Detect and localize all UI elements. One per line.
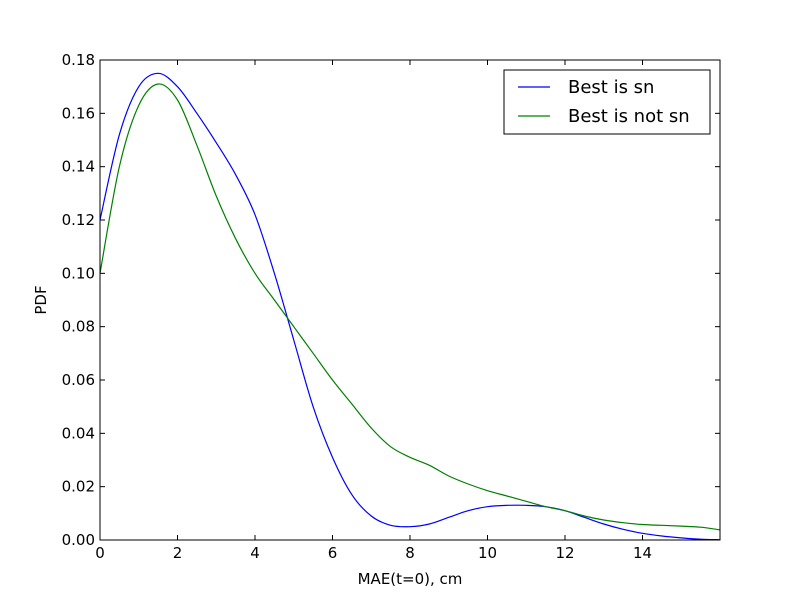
x-tick-label: 12 xyxy=(555,544,574,562)
series-line-2 xyxy=(100,83,720,531)
x-axis-label: MAE(t=0), cm xyxy=(358,570,463,588)
y-axis-label: PDF xyxy=(32,285,50,314)
x-tick-label: 8 xyxy=(405,544,415,562)
x-tick-label: 10 xyxy=(478,544,497,562)
y-tick-label: 0.06 xyxy=(62,371,95,389)
x-tick-label: 0 xyxy=(95,544,105,562)
y-tick-label: 0.18 xyxy=(62,51,95,69)
y-tick-label: 0.00 xyxy=(62,531,95,549)
y-tick-label: 0.12 xyxy=(62,211,95,229)
x-tick-label: 4 xyxy=(250,544,260,562)
x-tick-label: 6 xyxy=(328,544,338,562)
legend-label: Best is not sn xyxy=(568,106,690,127)
legend-label: Best is sn xyxy=(568,77,654,98)
x-tick-label: 14 xyxy=(633,544,652,562)
y-tick-label: 0.04 xyxy=(62,424,95,442)
y-tick-label: 0.16 xyxy=(62,104,95,122)
legend-box xyxy=(503,69,711,135)
y-tick-label: 0.08 xyxy=(62,318,95,336)
y-tick-label: 0.14 xyxy=(62,158,95,176)
x-tick-label: 2 xyxy=(173,544,183,562)
axes: 0 2 4 6 8 10 12 14 0.00 0.02 0.04 0.06 0.08 0.10 0.12 0… xyxy=(62,51,721,562)
series-line-1 xyxy=(100,72,720,540)
y-tick-label: 0.10 xyxy=(62,264,95,282)
plot-area xyxy=(100,72,720,540)
y-tick-label: 0.02 xyxy=(62,478,95,496)
legend: Best is sn Best is not sn xyxy=(503,69,711,135)
